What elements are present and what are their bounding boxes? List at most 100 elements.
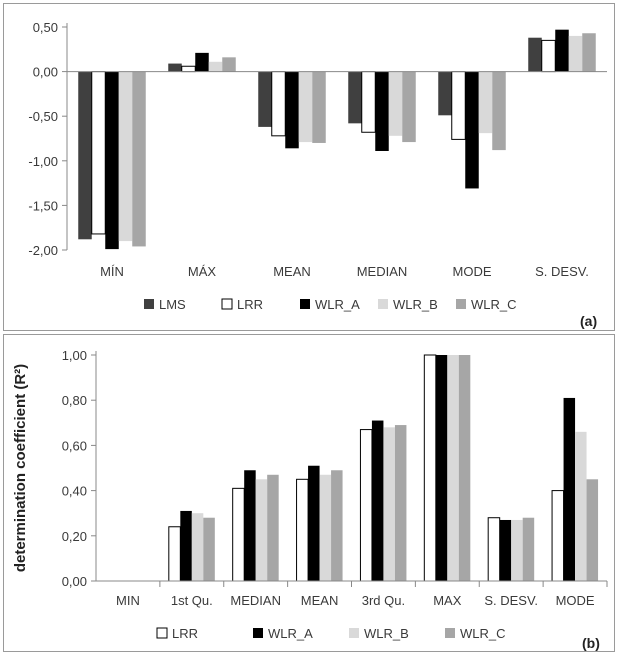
- chart-b-svg: 1,00 0,80 0,60 0,40 0,20 0,00 MIN 1st Qu. MEDIAN…: [12, 348, 608, 651]
- chart-a-bar: [478, 71, 493, 134]
- chart-b-ytick-label: 0,60: [62, 438, 87, 453]
- chart-b-category-label: MEAN: [301, 593, 339, 608]
- chart-a-bar: [375, 71, 389, 151]
- chart-a-legend-swatch: [456, 299, 466, 309]
- chart-a-bar: [222, 57, 236, 72]
- chart-b-bar: [458, 355, 471, 581]
- chart-b-bar: [435, 355, 448, 581]
- chart-a-bar: [541, 39, 556, 73]
- chart-b-bar: [308, 465, 320, 581]
- chart-b-ylabel: determination coefficient (R²): [12, 364, 29, 572]
- chart-b-ytick-label: 0,00: [62, 574, 87, 589]
- chart-a-legend-swatch: [300, 299, 310, 309]
- chart-a-category-label: MEAN: [273, 264, 311, 279]
- chart-a-bar: [132, 71, 146, 247]
- chart-panel-b: 1,00 0,80 0,60 0,40 0,20 0,00 MIN 1st Qu. MEDIAN…: [3, 334, 615, 652]
- chart-b-ytick-label: 0,40: [62, 484, 87, 499]
- chart-b-ytick-label: 0,20: [62, 529, 87, 544]
- chart-a-bar: [105, 71, 119, 250]
- chart-a-legend-label: LRR: [237, 297, 263, 312]
- chart-a-bar: [118, 71, 133, 242]
- chart-a-ytick-label: -2,00: [28, 243, 58, 258]
- chart-b-bar: [563, 397, 576, 581]
- chart-a-bar: [361, 71, 376, 133]
- chart-panel-a: 0,50 0,00 -0,50 -1,00 -1,50 -2,00 MÍN MÁX MEAN ME…: [3, 3, 615, 331]
- chart-b-bar: [255, 479, 268, 581]
- chart-b-bar: [423, 354, 437, 582]
- chart-a-panel-label: (a): [580, 313, 597, 329]
- chart-b-bar: [296, 478, 309, 582]
- chart-a-bar: [195, 52, 209, 72]
- chart-a-legend-label: WLR_C: [471, 297, 517, 312]
- chart-a-legend-label: WLR_A: [315, 297, 360, 312]
- chart-a-bar: [582, 33, 596, 72]
- chart-b-category-label: 3rd Qu.: [362, 593, 405, 608]
- chart-a-category-label: S. DESV.: [535, 264, 589, 279]
- chart-a-bar: [555, 29, 569, 72]
- chart-b-bar: [522, 517, 535, 581]
- chart-a-bar: [91, 71, 106, 235]
- chart-a-category-label: MODE: [453, 264, 492, 279]
- chart-b-bar: [499, 519, 512, 581]
- chart-b-legend-label: LRR: [172, 626, 198, 641]
- chart-b-legend-label: WLR_A: [268, 626, 313, 641]
- chart-b-bar: [394, 425, 407, 581]
- chart-a-legend-label: WLR_B: [393, 297, 438, 312]
- chart-b-bar: [331, 470, 343, 581]
- chart-a-ytick-label: 0,50: [33, 20, 58, 35]
- chart-a-bar: [451, 71, 466, 140]
- chart-b-category-label: 1st Qu.: [171, 593, 213, 608]
- chart-a-ytick-label: 0,00: [33, 65, 58, 80]
- chart-a-bar: [528, 37, 542, 72]
- chart-a-bar: [285, 71, 299, 149]
- chart-a-bar: [271, 71, 286, 137]
- chart-a-bar: [258, 71, 272, 127]
- chart-b-bar: [232, 487, 245, 582]
- chart-b-bar: [575, 431, 587, 581]
- chart-b-bar: [180, 510, 192, 581]
- chart-b-legend-swatch: [349, 628, 359, 638]
- chart-b-bar: [168, 526, 181, 582]
- chart-b-bar: [447, 355, 459, 581]
- chart-a-legend-swatch: [221, 298, 233, 310]
- chart-a-category-label: MÁX: [188, 264, 217, 279]
- chart-a-ytick-label: -1,00: [28, 154, 58, 169]
- chart-b-legend-label: WLR_B: [364, 626, 409, 641]
- chart-b-ytick-label: 1,00: [62, 348, 87, 363]
- chart-a-category-label: MEDIAN: [357, 264, 408, 279]
- chart-a-bar: [348, 71, 362, 124]
- chart-a-bar: [388, 71, 403, 136]
- chart-b-bar: [191, 513, 204, 581]
- chart-b-category-label: MAX: [433, 593, 462, 608]
- chart-b-bar: [244, 470, 256, 581]
- chart-b-bar: [511, 519, 523, 581]
- chart-a-category-label: MÍN: [100, 264, 124, 279]
- chart-b-bar: [586, 479, 599, 581]
- chart-b-bar: [371, 420, 384, 581]
- chart-b-legend-swatch: [253, 628, 263, 638]
- chart-b-bar: [319, 474, 332, 581]
- chart-a-ytick-label: -0,50: [28, 109, 58, 124]
- chart-a-bar: [465, 71, 479, 189]
- chart-b-bar: [551, 490, 565, 582]
- chart-b-category-label: MIN: [116, 593, 140, 608]
- chart-a-bar: [568, 35, 583, 72]
- chart-b-bar: [359, 429, 373, 582]
- chart-b-category-label: MEDIAN: [230, 593, 281, 608]
- chart-a-ytick-label: -1,50: [28, 198, 58, 213]
- chart-b-category-label: S. DESV.: [484, 593, 538, 608]
- chart-a-legend-swatch: [144, 299, 154, 309]
- chart-a-bar: [168, 63, 182, 72]
- chart-a-legend-label: LMS: [159, 297, 186, 312]
- chart-a-bar: [402, 71, 416, 143]
- chart-a-legend-swatch: [378, 299, 388, 309]
- chart-a-bar: [298, 71, 313, 143]
- chart-b-bar: [267, 474, 279, 581]
- chart-b-legend-swatch: [156, 627, 168, 639]
- chart-b-legend-swatch: [445, 628, 455, 638]
- chart-a-bar: [78, 71, 92, 240]
- chart-a-svg: 0,50 0,00 -0,50 -1,00 -1,50 -2,00 MÍN MÁX MEAN ME…: [28, 20, 607, 329]
- chart-a-bar: [438, 71, 452, 116]
- chart-b-legend-label: WLR_C: [460, 626, 506, 641]
- chart-b-bar: [383, 427, 395, 581]
